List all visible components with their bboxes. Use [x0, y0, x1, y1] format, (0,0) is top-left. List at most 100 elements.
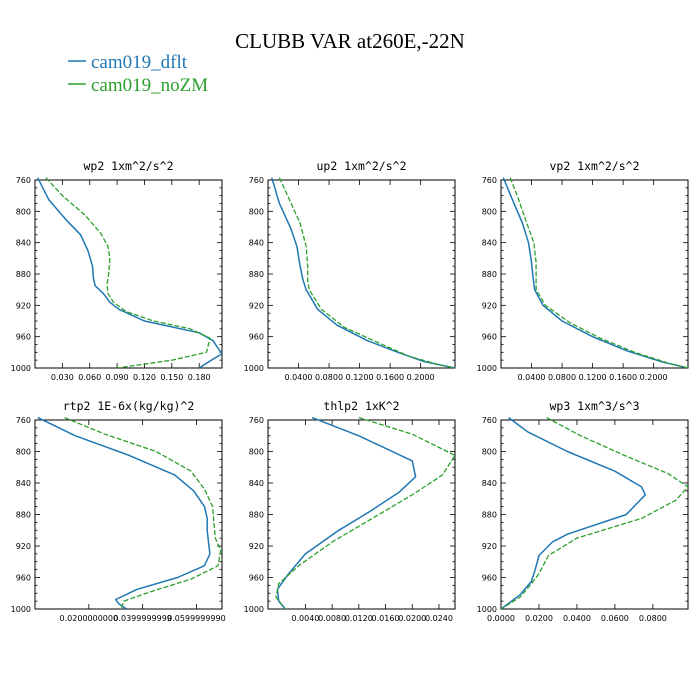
- panel-title: thlp2 1xK^2: [323, 399, 399, 413]
- y-tick-label: 960: [249, 574, 264, 583]
- panel-5: thlp2 1xK^276080084088092096010000.00400…: [244, 399, 456, 623]
- panel-4: rtp2 1E-6x(kg/kg)^2 760 800 840 880 920 960 100…: [11, 399, 226, 623]
- x-tick-label: 0.030: [51, 373, 74, 382]
- y-tick-label: 920: [482, 301, 497, 310]
- y-tick-label: 800: [482, 448, 497, 457]
- y-tick-label: 840: [249, 239, 264, 248]
- y-tick-label: 840: [16, 239, 31, 248]
- y-tick-label: 760: [16, 176, 31, 185]
- x-tick-label: 0.1600: [376, 373, 404, 382]
- series-line-cam019_noZM: [64, 416, 222, 609]
- y-tick-label: 1000: [11, 605, 31, 614]
- x-tick-label: 0.1200: [346, 373, 374, 382]
- panel-3: vp2 1xm^2/s^2 760 800 840 880 920 960 1000 0.040…: [477, 159, 689, 382]
- x-tick-label: 0.0600: [601, 614, 629, 623]
- series-line-cam019_dflt: [271, 177, 455, 368]
- panel-6: wp3 1xm^3/s^3 760 800 840 880 920 960 10000.000…: [477, 399, 689, 623]
- x-tick-label: 0.0400: [518, 373, 546, 382]
- y-tick-label: 800: [482, 207, 497, 216]
- legend: cam019_dflt cam019_noZM: [68, 52, 208, 96]
- x-tick-label: 0.0160: [372, 614, 400, 623]
- y-tick-label: 920: [249, 542, 264, 551]
- legend-label-nozm: cam019_noZM: [91, 75, 208, 96]
- series-line-cam019_dflt: [501, 416, 647, 609]
- y-tick-label: 840: [482, 239, 497, 248]
- x-tick-label: 0.0200000000: [60, 614, 119, 623]
- series-line-cam019_noZM: [509, 177, 688, 368]
- y-tick-label: 960: [482, 333, 497, 342]
- y-tick-label: 920: [249, 301, 264, 310]
- x-tick-label: 0.180: [188, 373, 211, 382]
- series-line-cam019_noZM: [278, 177, 455, 368]
- y-tick-label: 880: [249, 270, 264, 279]
- y-tick-label: 1000: [11, 364, 31, 373]
- x-tick-label: 0.0399999999: [113, 614, 172, 623]
- y-tick-label: 840: [16, 479, 31, 488]
- x-tick-label: 0.0400: [563, 614, 591, 623]
- x-tick-label: 0.0240: [425, 614, 453, 623]
- y-tick-label: 880: [482, 270, 497, 279]
- x-tick-label: 0.0120: [345, 614, 373, 623]
- y-tick-label: 800: [249, 448, 264, 457]
- y-tick-label: 1000: [244, 605, 264, 614]
- x-tick-label: 0.0080: [318, 614, 346, 623]
- x-tick-label: 0.2000: [407, 373, 435, 382]
- y-tick-label: 760: [249, 416, 264, 425]
- x-tick-label: 0.0400: [285, 373, 313, 382]
- y-tick-label: 960: [249, 333, 264, 342]
- y-tick-label: 880: [16, 270, 31, 279]
- y-tick-label: 1000: [477, 605, 497, 614]
- y-tick-label: 920: [16, 301, 31, 310]
- y-tick-label: 760: [482, 176, 497, 185]
- panel-title: rtp2 1E-6x(kg/kg)^2: [63, 399, 195, 413]
- y-tick-label: 760: [16, 416, 31, 425]
- y-tick-label: 1000: [477, 364, 497, 373]
- y-tick-label: 920: [482, 542, 497, 551]
- x-tick-label: 0.0000: [487, 614, 515, 623]
- x-tick-label: 0.060: [78, 373, 101, 382]
- x-tick-label: 0.150: [160, 373, 183, 382]
- y-tick-label: 880: [249, 511, 264, 520]
- x-tick-label: 0.090: [106, 373, 129, 382]
- series-line-cam019_noZM: [275, 416, 455, 609]
- x-tick-label: 0.2000: [640, 373, 668, 382]
- y-tick-label: 1000: [244, 364, 264, 373]
- x-tick-label: 0.120: [133, 373, 156, 382]
- y-tick-label: 760: [249, 176, 264, 185]
- panels: wp2 1xm^2/s^2 760 800 840 880 920 960 1000 0.030…: [11, 159, 689, 623]
- legend-label-dflt: cam019_dflt: [91, 52, 188, 73]
- x-tick-label: 0.0200: [398, 614, 426, 623]
- x-tick-label: 0.1600: [609, 373, 637, 382]
- y-tick-label: 800: [249, 207, 264, 216]
- series-line-cam019_dflt: [37, 416, 211, 609]
- panel-title: wp2 1xm^2/s^2: [83, 159, 173, 173]
- panel-1: wp2 1xm^2/s^2 760 800 840 880 920 960 1000 0.030…: [11, 159, 223, 382]
- x-tick-label: 0.0800: [315, 373, 343, 382]
- x-tick-label: 0.0800: [548, 373, 576, 382]
- y-tick-label: 800: [16, 448, 31, 457]
- x-tick-label: 0.0599999990: [167, 614, 226, 623]
- y-tick-label: 880: [482, 511, 497, 520]
- series-line-cam019_noZM: [501, 417, 688, 609]
- series-line-cam019_noZM: [45, 177, 211, 368]
- x-tick-label: 0.0040: [291, 614, 319, 623]
- y-tick-label: 880: [16, 511, 31, 520]
- figure-title: CLUBB VAR at260E,-22N: [235, 29, 465, 53]
- y-tick-label: 840: [482, 479, 497, 488]
- series-line-cam019_dflt: [502, 177, 688, 368]
- y-tick-label: 920: [16, 542, 31, 551]
- x-tick-label: 0.0800: [639, 614, 667, 623]
- panel-title: up2 1xm^2/s^2: [316, 159, 406, 173]
- y-tick-label: 960: [482, 574, 497, 583]
- y-tick-label: 960: [16, 333, 31, 342]
- panel-title: vp2 1xm^2/s^2: [549, 159, 639, 173]
- y-tick-label: 760: [482, 416, 497, 425]
- panel-title: wp3 1xm^3/s^3: [549, 399, 639, 413]
- y-tick-label: 800: [16, 207, 31, 216]
- y-tick-label: 960: [16, 574, 31, 583]
- y-tick-label: 840: [249, 479, 264, 488]
- panel-2: up2 1xm^2/s^2 760 800 840 880 920 960 1000 0.040…: [244, 159, 456, 382]
- x-tick-label: 0.0200: [525, 614, 553, 623]
- series-line-cam019_dflt: [37, 177, 222, 368]
